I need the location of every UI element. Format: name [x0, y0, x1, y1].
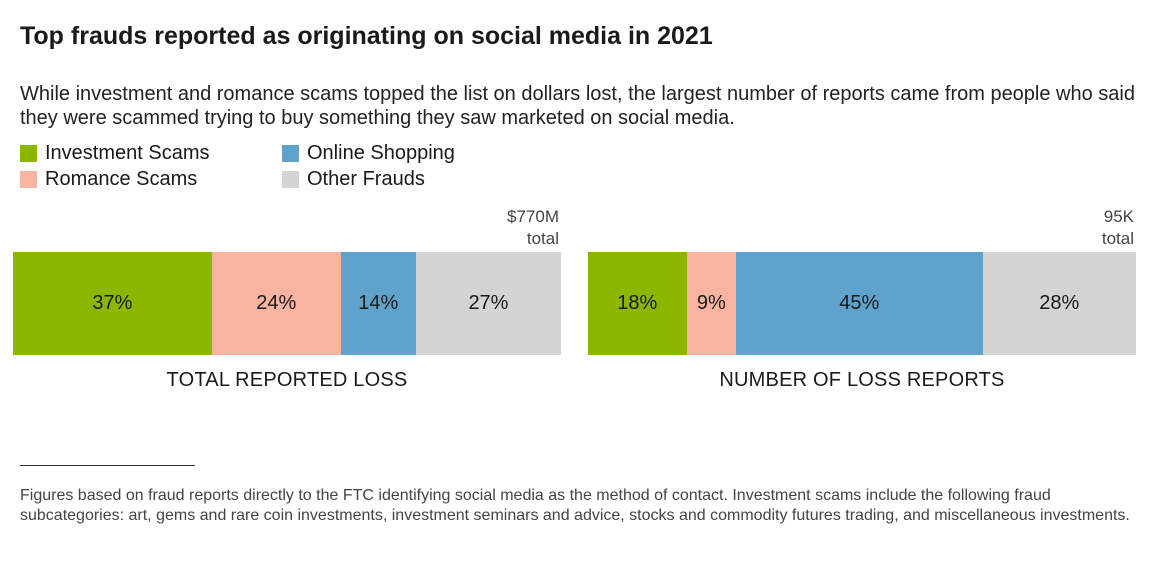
legend-swatch-romance — [20, 171, 37, 188]
legend-item-investment: Investment Scams — [20, 142, 210, 165]
chart-title: Top frauds reported as originating on so… — [20, 22, 713, 50]
legend-item-other: Other Frauds — [282, 168, 425, 191]
total-annotation: $770M total — [507, 206, 559, 250]
chart-subtitle: While investment and romance scams toppe… — [20, 83, 1135, 129]
footnote-divider — [20, 465, 195, 466]
bar-segment-investment-scams: 37% — [13, 252, 212, 355]
legend-item-shopping: Online Shopping — [282, 142, 455, 165]
bar-segment-romance-scams: 9% — [686, 252, 736, 355]
legend-label-romance: Romance Scams — [45, 168, 198, 190]
stacked-bar: 37% 24% 14% 27% — [13, 252, 561, 355]
data-label-romance-scams: 24% — [256, 292, 297, 314]
total-word: total — [526, 229, 559, 248]
bar-segment-online-shopping: 14% — [340, 252, 416, 355]
legend-label-investment: Investment Scams — [45, 142, 210, 164]
legend-swatch-investment — [20, 145, 37, 162]
chart-number-of-loss-reports: 95K total 18% 9% 45% 28% NUMBER OF LOSS REP… — [588, 200, 1136, 400]
total-word: total — [1101, 229, 1134, 248]
legend-label-shopping: Online Shopping — [307, 142, 455, 164]
legend: Investment Scams Online Shopping Romance… — [20, 142, 540, 198]
data-label-online-shopping: 14% — [358, 292, 399, 314]
legend-swatch-shopping — [282, 145, 299, 162]
bar-segment-other-frauds: 28% — [982, 252, 1136, 355]
bar-segment-online-shopping: 45% — [735, 252, 983, 355]
legend-swatch-other — [282, 171, 299, 188]
data-label-other-frauds: 27% — [468, 292, 509, 314]
footnote: Figures based on fraud reports directly … — [20, 487, 1130, 524]
bar-segment-other-frauds: 27% — [415, 252, 561, 355]
legend-item-romance: Romance Scams — [20, 168, 197, 191]
chart-category-label: TOTAL REPORTED LOSS — [166, 369, 408, 391]
legend-label-other: Other Frauds — [307, 168, 425, 190]
data-label-investment-scams: 18% — [617, 292, 658, 314]
data-label-investment-scams: 37% — [92, 292, 133, 314]
total-annotation: 95K total — [1102, 206, 1134, 250]
chart-category-label: NUMBER OF LOSS REPORTS — [719, 369, 1005, 391]
data-label-online-shopping: 45% — [839, 292, 880, 314]
bar-segment-investment-scams: 18% — [588, 252, 687, 355]
bar-segment-romance-scams: 24% — [211, 252, 341, 355]
chart-total-reported-loss: $770M total 37% 24% 14% 27% TOTAL REPORTED … — [13, 200, 561, 400]
total-value: $770M — [507, 207, 559, 226]
total-value: 95K — [1103, 207, 1134, 226]
data-label-romance-scams: 9% — [696, 292, 726, 314]
stacked-bar: 18% 9% 45% 28% — [588, 252, 1136, 355]
data-label-other-frauds: 28% — [1039, 292, 1080, 314]
